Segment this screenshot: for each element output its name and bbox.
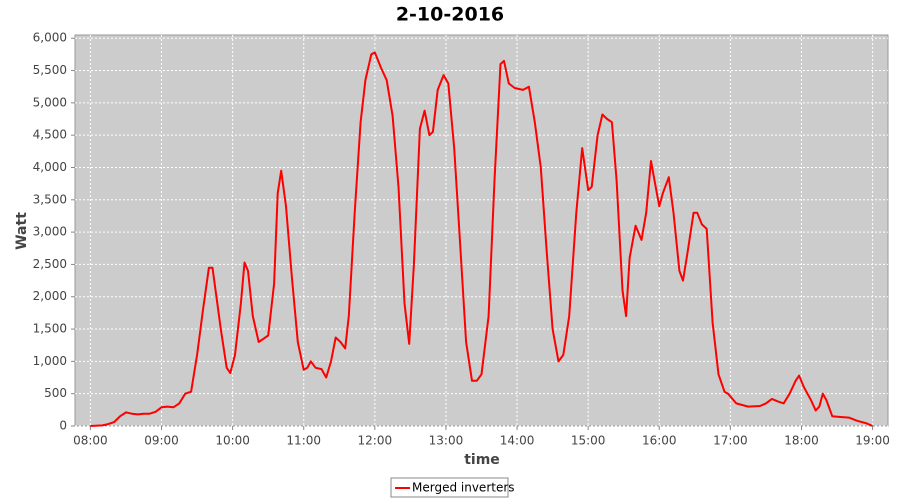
y-axis-label: Watt <box>14 212 30 250</box>
legend-label: Merged inverters <box>412 481 515 495</box>
legend: Merged inverters <box>390 477 515 498</box>
y-tick-label: 1,500 <box>33 322 67 336</box>
series-line <box>90 51 874 427</box>
legend-box <box>390 477 509 498</box>
y-tick-label: 1,000 <box>33 354 67 368</box>
x-tick-label: 16:00 <box>642 434 677 448</box>
x-tick-label: 10:00 <box>215 434 250 448</box>
x-tick-label: 14:00 <box>500 434 535 448</box>
x-tick-label: 12:00 <box>358 434 393 448</box>
chart-title: 2-10-2016 <box>396 4 504 26</box>
x-tick-label: 18:00 <box>784 434 819 448</box>
x-tick-label: 09:00 <box>144 434 179 448</box>
x-axis-label: time <box>464 452 500 468</box>
y-tick-label: 0 <box>59 419 67 433</box>
x-tick-label: 19:00 <box>855 434 890 448</box>
y-tick-label: 6,000 <box>33 31 67 45</box>
x-tick-label: 15:00 <box>571 434 606 448</box>
y-tick-label: 3,500 <box>33 192 67 206</box>
y-tick-label: 500 <box>44 386 67 400</box>
y-tick-label: 2,000 <box>33 289 67 303</box>
x-tick-label: 08:00 <box>73 434 108 448</box>
x-tick-label: 11:00 <box>286 434 321 448</box>
y-tick-label: 4,000 <box>33 160 67 174</box>
y-tick-label: 3,000 <box>33 225 67 239</box>
y-tick-label: 2,500 <box>33 257 67 271</box>
plot-area <box>74 34 889 427</box>
y-tick-label: 5,500 <box>33 63 67 77</box>
y-tick-label: 5,000 <box>33 95 67 109</box>
x-tick-label: 17:00 <box>713 434 748 448</box>
x-tick-label: 13:00 <box>429 434 464 448</box>
y-tick-label: 4,500 <box>33 128 67 142</box>
